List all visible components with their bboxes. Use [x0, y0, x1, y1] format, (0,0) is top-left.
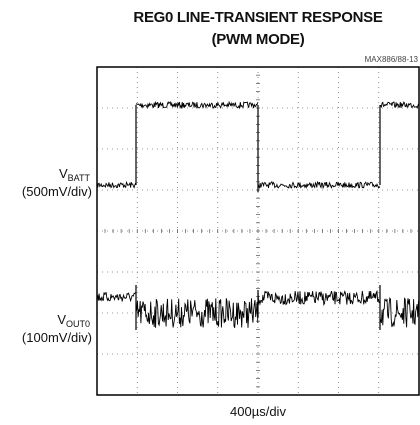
symbol: V [57, 312, 66, 327]
vbatt-trace [96, 181, 136, 189]
vout-trace [96, 292, 136, 303]
channel-label: VOUT0 [57, 312, 90, 329]
vbatt-trace [379, 101, 419, 109]
waveforms [96, 100, 419, 330]
vout-trace [379, 296, 419, 328]
channel-scale: (100mV/div) [22, 330, 92, 345]
channel-label: VBATT [59, 166, 91, 183]
vbatt-trace [257, 180, 381, 190]
figure-id: MAX886/88-13 [365, 55, 419, 64]
subscript: OUT0 [66, 319, 90, 329]
vout-trace [135, 298, 259, 329]
title-line: (PWM MODE) [212, 31, 305, 48]
vout-trace [257, 289, 381, 307]
subscript: BATT [68, 173, 91, 183]
symbol: V [59, 166, 68, 181]
title-line: REG0 LINE-TRANSIENT RESPONSE [133, 9, 382, 26]
channel-scale: (500mV/div) [22, 184, 92, 199]
time-scale: 400µs/div [230, 404, 286, 419]
vbatt-trace [135, 100, 259, 110]
frame [96, 66, 420, 396]
